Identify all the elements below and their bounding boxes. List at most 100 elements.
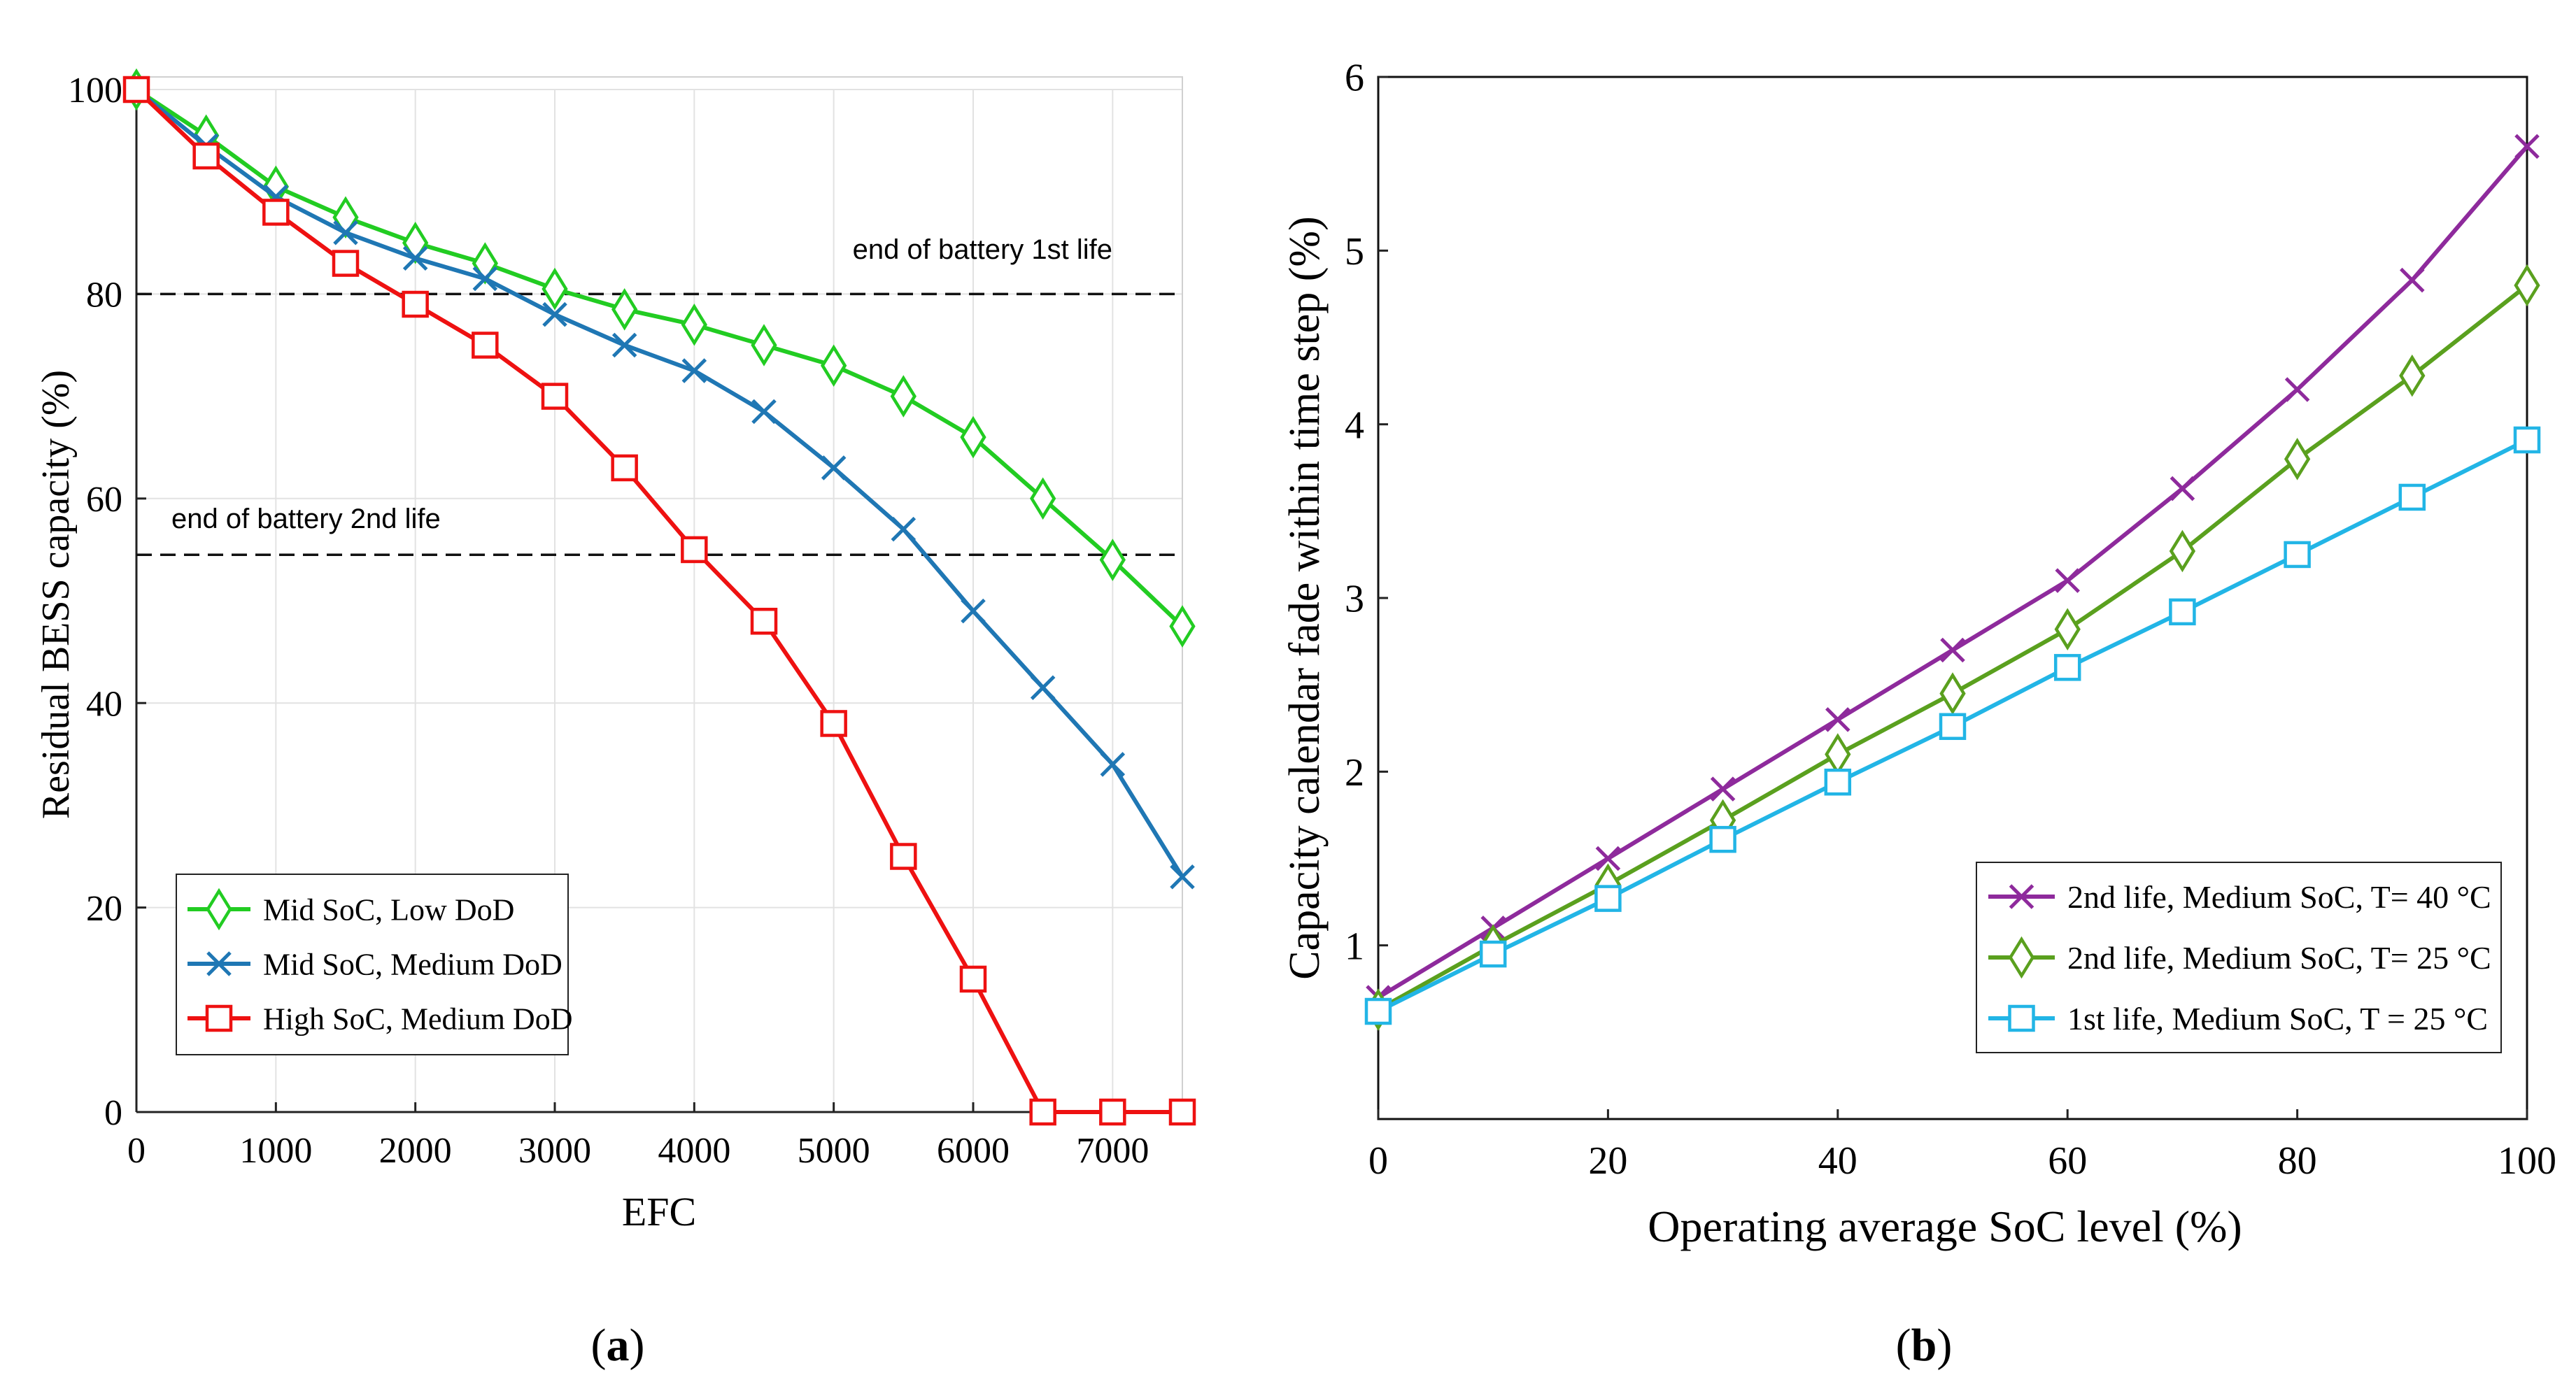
y-tick-label: 6 xyxy=(1345,57,1364,100)
series-line xyxy=(135,87,1184,878)
series-high-soc-medium-dod xyxy=(122,76,1196,1126)
data-point xyxy=(960,415,986,459)
data-point xyxy=(961,598,986,624)
y-tick-label: 3 xyxy=(1345,578,1364,621)
chart-panel-b: 0 20 40 60 80 100 1 2 3 4 5 6 Capacity calendar fad… xyxy=(1281,57,2556,1371)
data-point xyxy=(402,245,428,271)
data-point xyxy=(750,607,778,635)
data-point xyxy=(2054,608,2081,650)
data-point xyxy=(1479,940,1507,968)
data-point xyxy=(1709,825,1736,853)
data-point xyxy=(472,266,498,292)
data-point xyxy=(1825,707,1850,732)
data-point xyxy=(959,965,987,993)
data-point xyxy=(332,250,360,277)
x-tick-label: 7000 xyxy=(1076,1131,1149,1171)
data-point xyxy=(1169,605,1196,648)
y-tick-label: 1 xyxy=(1345,925,1364,968)
x-tick-label: 0 xyxy=(1368,1139,1388,1183)
legend-item: 1st life, Medium SoC, T = 25 °C xyxy=(1988,1001,2488,1037)
data-point xyxy=(2053,654,2081,681)
panel-label-b-letter: b xyxy=(1911,1320,1937,1371)
x-tick-label: 80 xyxy=(2278,1139,2317,1183)
y-tick-label: 5 xyxy=(1345,230,1364,273)
legend-label: Mid SoC, Low DoD xyxy=(263,892,514,927)
series-line xyxy=(135,87,1184,628)
data-point xyxy=(821,344,847,387)
panel-label-b: (b) xyxy=(1896,1320,1953,1371)
data-point xyxy=(2169,598,2196,626)
data-point xyxy=(1030,675,1056,701)
y-tick-label: 40 xyxy=(86,684,122,724)
x-tick-label: 4000 xyxy=(658,1131,730,1171)
legend-item: 2nd life, Medium SoC, T= 25 °C xyxy=(1988,936,2491,979)
data-point xyxy=(681,536,708,564)
data-point xyxy=(891,516,917,542)
data-point xyxy=(2514,134,2540,159)
chart-a-ticks: 0 1000 2000 3000 4000 5000 6000 7000 0 20 40 60 80 10… xyxy=(68,71,1149,1171)
legend-marker xyxy=(206,888,232,931)
data-point xyxy=(611,288,638,331)
data-point xyxy=(542,267,568,311)
data-point xyxy=(2513,426,2541,454)
data-point xyxy=(122,76,150,104)
y-tick-label: 80 xyxy=(86,276,122,315)
legend-marker xyxy=(206,951,232,976)
legend-marker xyxy=(2009,884,2034,909)
data-point xyxy=(2398,483,2426,511)
legend-marker xyxy=(2008,936,2035,979)
data-point xyxy=(1940,637,1965,663)
data-point xyxy=(333,220,358,245)
legend-item: Mid SoC, Medium DoD xyxy=(187,947,562,981)
data-point xyxy=(1595,846,1621,871)
y-tick-label: 100 xyxy=(68,71,122,111)
data-point xyxy=(1824,768,1852,796)
x-tick-label: 1000 xyxy=(239,1131,312,1171)
y-tick-label: 4 xyxy=(1345,404,1364,447)
legend-item: High SoC, Medium DoD xyxy=(187,1002,572,1036)
data-point xyxy=(2170,476,2195,501)
data-point xyxy=(2284,377,2310,402)
chart-b-legend: 2nd life, Medium SoC, T= 40 °C 2nd life, … xyxy=(1976,862,2502,1053)
data-point xyxy=(751,324,777,366)
y-tick-label: 0 xyxy=(104,1093,122,1133)
chart-a-ylabel: Residual BESS capacity (%) xyxy=(34,370,78,819)
ref-label-2nd-life: end of battery 2nd life xyxy=(171,504,441,534)
legend-item: 2nd life, Medium SoC, T= 40 °C xyxy=(1988,879,2491,915)
data-point xyxy=(1100,752,1126,777)
chart-a-xlabel: EFC xyxy=(622,1189,696,1234)
data-point xyxy=(2284,541,2311,569)
legend-label: 1st life, Medium SoC, T = 25 °C xyxy=(2067,1001,2488,1037)
data-point xyxy=(751,399,777,425)
chart-a-series xyxy=(122,68,1196,1126)
series-line xyxy=(134,87,1182,1114)
data-point xyxy=(2055,568,2080,593)
data-point xyxy=(472,332,499,359)
data-point xyxy=(1030,477,1056,520)
x-tick-label: 3000 xyxy=(518,1131,591,1171)
panel-label-a: (a) xyxy=(591,1320,645,1371)
series-mid-soc-low-dod xyxy=(123,68,1196,648)
x-tick-label: 2000 xyxy=(379,1131,452,1171)
panel-label-a-letter: a xyxy=(607,1320,630,1371)
legend-label: 2nd life, Medium SoC, T= 25 °C xyxy=(2067,940,2491,976)
legend-marker xyxy=(205,1004,233,1032)
data-point xyxy=(1594,885,1622,912)
chart-b-ticks: 0 20 40 60 80 100 1 2 3 4 5 6 xyxy=(1345,57,2556,1183)
x-tick-label: 6000 xyxy=(937,1131,1010,1171)
chart-b-xlabel: Operating average SoC level (%) xyxy=(1648,1202,2242,1251)
legend-item: Mid SoC, Low DoD xyxy=(187,888,514,931)
x-tick-label: 0 xyxy=(127,1131,146,1171)
y-tick-label: 2 xyxy=(1345,751,1364,795)
data-point xyxy=(541,383,569,410)
data-point xyxy=(821,455,847,480)
data-point xyxy=(820,710,847,737)
data-point xyxy=(1099,1098,1126,1126)
chart-b-series xyxy=(1364,134,2541,1031)
chart-a-legend: Mid SoC, Low DoD Mid SoC, Medium DoD High … xyxy=(176,874,572,1055)
data-point xyxy=(542,301,567,327)
legend-label: High SoC, Medium DoD xyxy=(263,1002,572,1036)
x-tick-label: 40 xyxy=(1818,1139,1857,1183)
y-tick-label: 60 xyxy=(86,480,122,520)
